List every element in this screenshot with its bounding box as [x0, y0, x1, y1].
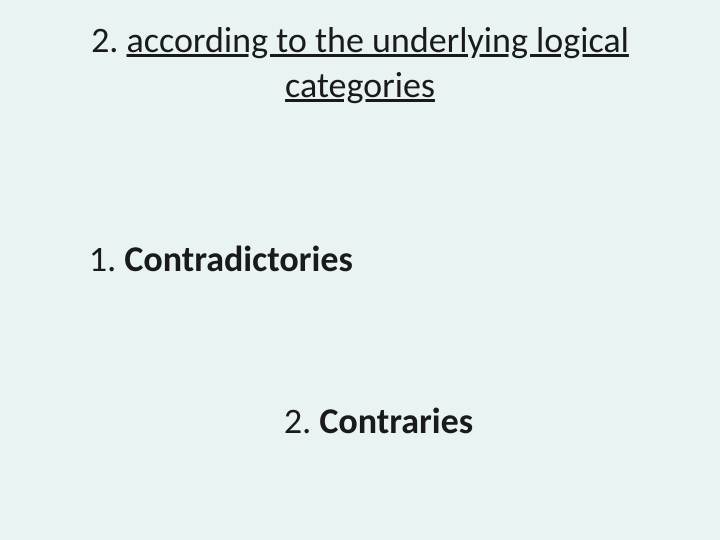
item-list: 1. Contradictories 2. Contraries 3. Inco…: [40, 178, 680, 540]
slide-title: 2. according to the underlying logical c…: [40, 18, 680, 108]
slide: 2. according to the underlying logical c…: [0, 0, 720, 540]
item-number: 2.: [284, 399, 319, 443]
title-underlined-1: according to the underlying logical: [127, 18, 629, 62]
list-item: 2. Contraries: [40, 340, 680, 502]
list-item: 3. Incompatibles: [40, 502, 680, 540]
item-term: Contraries: [319, 399, 473, 443]
title-underlined-2: categories: [285, 63, 435, 107]
list-item: 1. Contradictories: [40, 178, 680, 340]
item-number: 1.: [89, 237, 124, 281]
title-prefix: 2.: [91, 18, 126, 62]
item-term: Contradictories: [124, 237, 352, 281]
